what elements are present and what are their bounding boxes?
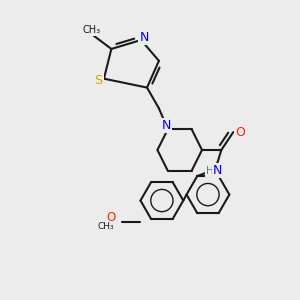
Text: CH₃: CH₃ bbox=[98, 222, 114, 231]
Text: N: N bbox=[162, 119, 171, 132]
Text: O: O bbox=[235, 126, 245, 139]
Text: CH₃: CH₃ bbox=[82, 25, 100, 35]
Text: N: N bbox=[140, 31, 149, 44]
Text: N: N bbox=[213, 164, 223, 177]
Text: S: S bbox=[94, 74, 103, 87]
Text: H: H bbox=[206, 166, 213, 176]
Text: O: O bbox=[107, 211, 116, 224]
